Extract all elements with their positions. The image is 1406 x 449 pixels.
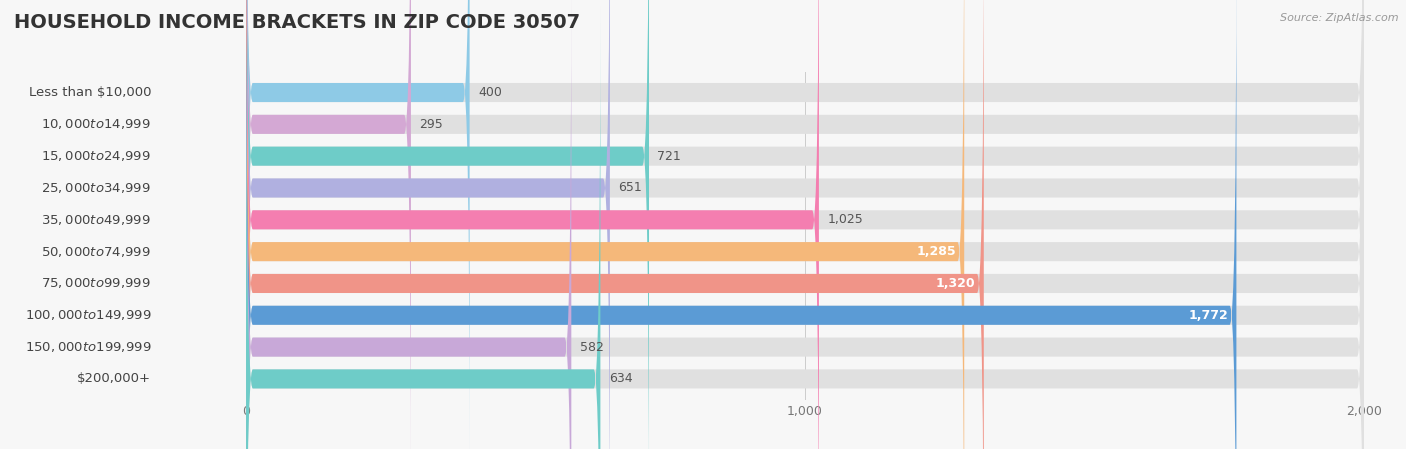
FancyBboxPatch shape: [246, 0, 1364, 449]
FancyBboxPatch shape: [246, 0, 650, 449]
FancyBboxPatch shape: [246, 0, 1364, 449]
Text: 295: 295: [419, 118, 443, 131]
Text: $150,000 to $199,999: $150,000 to $199,999: [24, 340, 150, 354]
FancyBboxPatch shape: [246, 0, 1364, 449]
Text: Less than $10,000: Less than $10,000: [28, 86, 150, 99]
Text: $25,000 to $34,999: $25,000 to $34,999: [41, 181, 150, 195]
FancyBboxPatch shape: [246, 7, 1364, 449]
FancyBboxPatch shape: [246, 0, 1364, 449]
FancyBboxPatch shape: [246, 0, 610, 449]
Text: 1,025: 1,025: [827, 213, 863, 226]
Text: 1,285: 1,285: [917, 245, 956, 258]
FancyBboxPatch shape: [246, 0, 411, 449]
Text: $50,000 to $74,999: $50,000 to $74,999: [41, 245, 150, 259]
FancyBboxPatch shape: [246, 0, 571, 449]
Text: 1,320: 1,320: [936, 277, 976, 290]
FancyBboxPatch shape: [246, 0, 965, 449]
Text: 1,772: 1,772: [1188, 309, 1227, 322]
FancyBboxPatch shape: [246, 0, 1364, 449]
FancyBboxPatch shape: [246, 0, 1364, 449]
Text: 651: 651: [619, 181, 643, 194]
Text: 634: 634: [609, 372, 633, 385]
Text: $200,000+: $200,000+: [77, 372, 150, 385]
FancyBboxPatch shape: [246, 0, 984, 449]
FancyBboxPatch shape: [246, 0, 1364, 449]
Text: 400: 400: [478, 86, 502, 99]
Text: $100,000 to $149,999: $100,000 to $149,999: [24, 308, 150, 322]
Text: $10,000 to $14,999: $10,000 to $14,999: [41, 117, 150, 132]
Text: HOUSEHOLD INCOME BRACKETS IN ZIP CODE 30507: HOUSEHOLD INCOME BRACKETS IN ZIP CODE 30…: [14, 13, 581, 32]
Text: $35,000 to $49,999: $35,000 to $49,999: [41, 213, 150, 227]
Text: $15,000 to $24,999: $15,000 to $24,999: [41, 149, 150, 163]
FancyBboxPatch shape: [246, 7, 600, 449]
FancyBboxPatch shape: [246, 0, 1236, 449]
FancyBboxPatch shape: [246, 0, 818, 449]
Text: Source: ZipAtlas.com: Source: ZipAtlas.com: [1281, 13, 1399, 23]
FancyBboxPatch shape: [246, 0, 470, 449]
FancyBboxPatch shape: [246, 0, 1364, 449]
Text: 721: 721: [658, 150, 681, 163]
FancyBboxPatch shape: [246, 0, 1364, 449]
Text: 582: 582: [579, 341, 603, 354]
Text: $75,000 to $99,999: $75,000 to $99,999: [41, 277, 150, 291]
